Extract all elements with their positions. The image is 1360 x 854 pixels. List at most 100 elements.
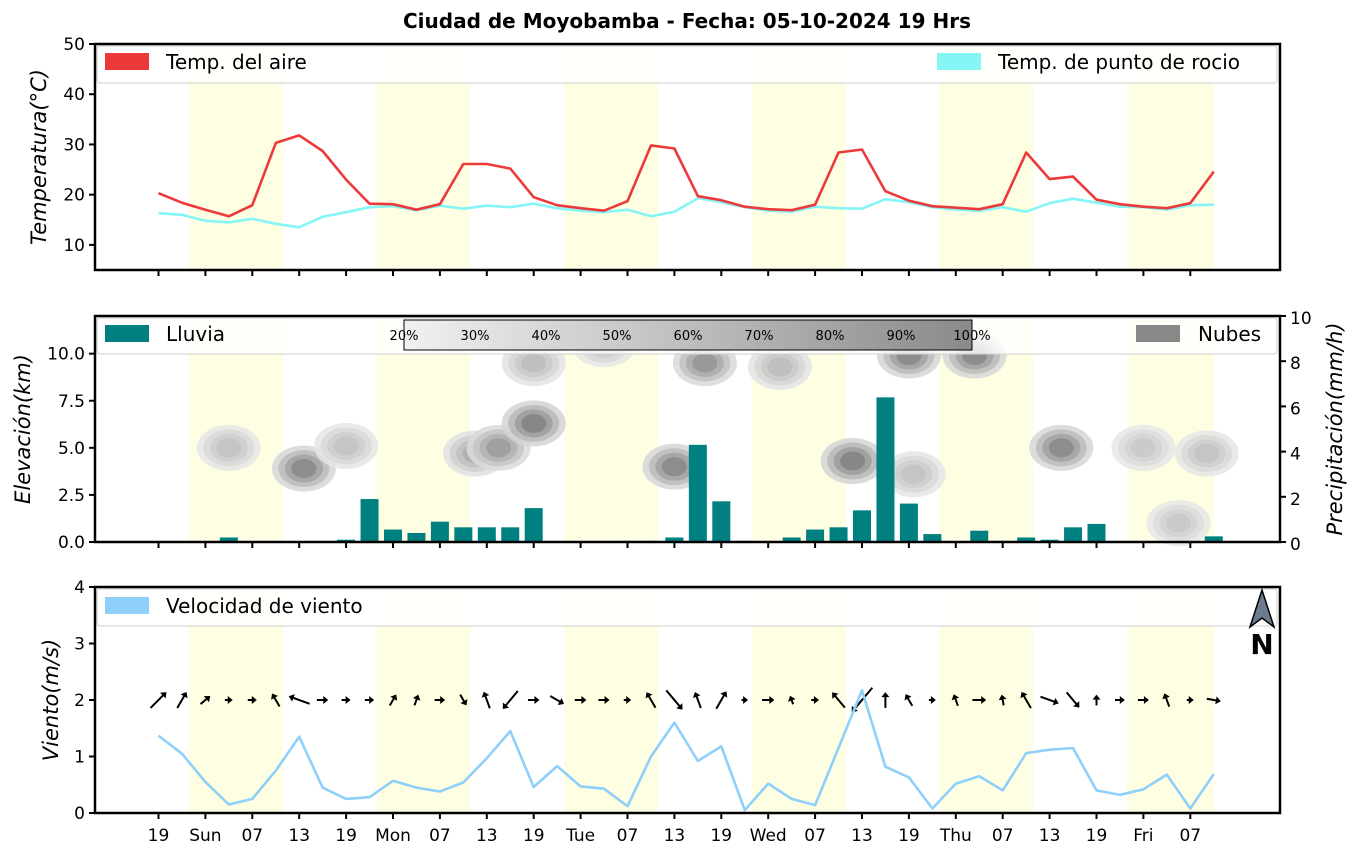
x-tick-label: 19 [148, 826, 170, 846]
y-tick-label: 6 [1290, 399, 1301, 419]
rain-bar [501, 527, 520, 542]
wind-arrow [645, 692, 657, 709]
y-tick-label: 2 [74, 691, 85, 711]
wind-arrow [741, 696, 749, 704]
rain-bar [876, 397, 895, 542]
colorbar-label: 60% [674, 329, 703, 344]
x-tick-label: 13 [476, 826, 498, 846]
precipitation-y-label: Precipitación(mm/h) [1323, 322, 1347, 535]
precipitation-y-ticks: 0 2 4 6 8 10 [1280, 309, 1312, 555]
wind-legend: Velocidad de viento [96, 588, 1278, 627]
rain-bar [970, 530, 989, 542]
rain-bar [219, 537, 238, 542]
wind-arrow [881, 692, 890, 708]
wind-arrow [176, 691, 188, 709]
wind-y-ticks: 0 1 2 3 4 [74, 578, 95, 824]
wind-arrow [481, 691, 491, 709]
x-tick-label: 19 [1086, 826, 1108, 846]
elevation-y-ticks: 0.0 2.5 5.0 7.5 10.0 [47, 345, 95, 553]
colorbar-label: 50% [603, 329, 632, 344]
x-tick-label: 07 [804, 826, 826, 846]
wind-arrow [1092, 694, 1101, 706]
rain-axes-frame [93, 314, 1282, 544]
wind-arrow [1040, 695, 1059, 706]
wind-arrow [199, 695, 211, 705]
figure-title: Ciudad de Moyobamba - Fecha: 05-10-2024 … [403, 9, 971, 33]
wind-x-ticks: 19 Sun 07 13 19 Mon 07 13 19 Tue 07 13 19 Wed 07 13 19 Th… [148, 813, 1201, 846]
y-tick-label: 20 [63, 186, 85, 206]
wind-arrow [1162, 693, 1171, 707]
rain-bar [477, 527, 496, 542]
rain-bar [665, 537, 684, 542]
wind-arrow [412, 694, 421, 706]
y-tick-label: 8 [1290, 354, 1301, 374]
legend-swatch-clouds [1136, 325, 1180, 342]
cloud-contour [521, 353, 547, 373]
x-tick-label: 13 [664, 826, 686, 846]
x-tick-label: Sun [189, 826, 221, 846]
y-tick-label: 50 [63, 35, 85, 55]
rain-bar [1204, 536, 1223, 542]
temperature-legend-box [96, 45, 1278, 84]
y-tick-label: 10 [1290, 309, 1312, 329]
x-tick-label: 07 [1179, 826, 1201, 846]
north-arrow-icon: N [1248, 587, 1276, 661]
cloud-contour [901, 464, 927, 484]
y-tick-label: 10 [63, 236, 85, 256]
wind-arrow [1186, 696, 1194, 704]
cloud-contour [1194, 443, 1220, 463]
wind-arrow [549, 695, 565, 705]
wind-arrow [951, 694, 960, 707]
y-tick-label: 40 [63, 85, 85, 105]
wind-arrow [788, 695, 796, 705]
colorbar-label: 80% [816, 329, 845, 344]
colorbar-label: 40% [532, 329, 561, 344]
colorbar-label: 30% [461, 329, 490, 344]
cloud-contour [767, 357, 793, 377]
wind-arrow [904, 694, 914, 707]
wind-arrow [434, 696, 446, 704]
temperature-y-label: Temperatura(°C) [27, 69, 51, 245]
wind-arrow [1114, 696, 1125, 704]
rain-bar [360, 499, 379, 542]
rain-bars [219, 397, 1223, 542]
wind-arrow [224, 696, 233, 704]
wind-arrow [288, 694, 310, 705]
cloud-contour [486, 438, 512, 458]
wind-arrow [1137, 696, 1149, 704]
wind-y-label: Viento(m/s) [39, 639, 63, 761]
cloud-colorbar: 20% 30% 40% 50% 60% 70% 80% 90% 100% [390, 319, 991, 351]
colorbar-label: 90% [887, 329, 916, 344]
y-tick-label: 7.5 [58, 392, 85, 412]
y-tick-label: 0 [1290, 535, 1301, 555]
rain-bar [712, 501, 731, 542]
legend-label-clouds: Nubes [1198, 322, 1261, 346]
rain-bar [407, 532, 426, 542]
legend-swatch-wind [105, 597, 149, 614]
x-tick-label: Fri [1133, 826, 1153, 846]
wind-arrow [972, 696, 987, 704]
cloud-contour [291, 459, 317, 479]
cloud-colorbar-labels: 20% 30% 40% 50% 60% 70% 80% 90% 100% [390, 329, 991, 344]
wind-arrow [623, 696, 632, 704]
x-tick-label: 07 [617, 826, 639, 846]
air-temp-line [158, 134, 1215, 218]
legend-swatch-rain [105, 325, 149, 342]
y-tick-label: 4 [1290, 445, 1301, 465]
temperature-lines [158, 134, 1215, 229]
y-tick-label: 3 [74, 635, 85, 655]
rain-bar [384, 529, 402, 542]
rain-bar [899, 503, 918, 542]
colorbar-label: 70% [745, 329, 774, 344]
x-tick-label: 07 [992, 826, 1014, 846]
y-tick-label: 30 [63, 135, 85, 155]
wind-arrow [316, 696, 329, 704]
legend-label-air-temp: Temp. del aire [165, 50, 307, 74]
x-tick-label: Tue [565, 826, 595, 846]
legend-label-rain: Lluvia [166, 322, 225, 346]
x-tick-label: 19 [335, 826, 357, 846]
x-tick-label: 13 [851, 826, 873, 846]
temperature-legend: Temp. del aire Temp. de punto de rocio [96, 45, 1278, 84]
rain-bar [1064, 527, 1083, 542]
wind-arrow [1020, 691, 1032, 709]
